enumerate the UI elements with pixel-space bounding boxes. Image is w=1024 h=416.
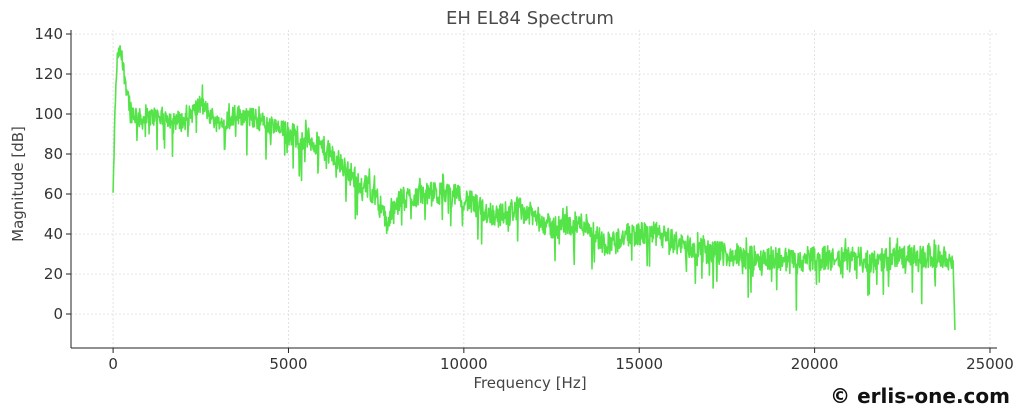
- y-tick-label: 40: [44, 225, 63, 243]
- grid: [71, 30, 997, 348]
- watermark: © erlis-one.com: [830, 384, 1010, 408]
- plot-area: [112, 45, 956, 331]
- x-tick-label: 5000: [269, 355, 307, 373]
- chart-title: EH EL84 Spectrum: [446, 8, 614, 29]
- y-tick-label: 80: [44, 145, 63, 163]
- y-axis-label: Magnitude [dB]: [9, 126, 27, 242]
- x-tick-label: 15000: [615, 355, 663, 373]
- x-tick-label: 20000: [791, 355, 839, 373]
- y-tick-label: 0: [53, 305, 63, 323]
- x-tick-label: 0: [108, 355, 118, 373]
- y-tick-label: 20: [44, 265, 63, 283]
- y-tick-label: 120: [34, 65, 63, 83]
- y-tick-label: 140: [34, 25, 63, 43]
- y-tick-label: 100: [34, 105, 63, 123]
- spectrum-line: [112, 45, 956, 331]
- y-tick-label: 60: [44, 185, 63, 203]
- x-tick-label: 10000: [440, 355, 488, 373]
- axes: [66, 30, 997, 353]
- tick-labels: 0 5000 10000 15000 20000 25000 0 20 40 60 80 100 120…: [34, 25, 1013, 373]
- x-axis-label: Frequency [Hz]: [473, 374, 586, 392]
- x-tick-label: 25000: [966, 355, 1014, 373]
